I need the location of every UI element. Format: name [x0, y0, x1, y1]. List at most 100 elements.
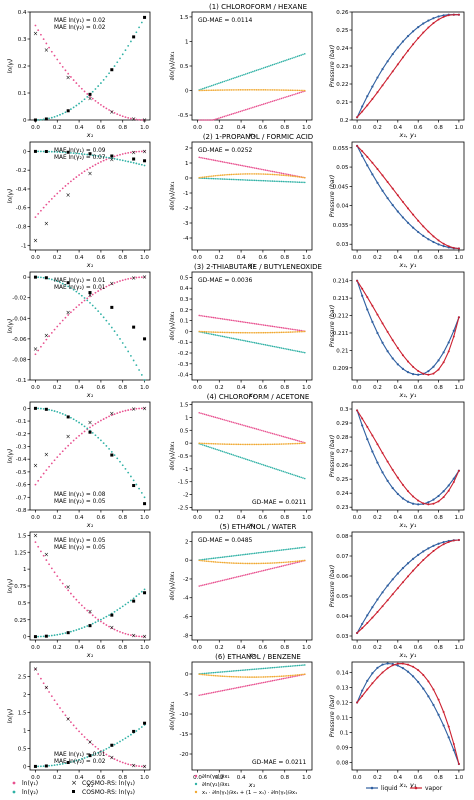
ln-gamma2-point [124, 603, 127, 606]
ln-gamma2-point [42, 635, 45, 638]
dln-gamma1-point [284, 96, 286, 99]
dln-gamma1-point [293, 438, 295, 441]
dln-gamma2-point [295, 547, 297, 550]
ln-gamma1-point [37, 545, 40, 548]
dln-gamma2-point [278, 549, 281, 552]
vapor-point [366, 155, 369, 158]
dln-gamma2-point [271, 64, 274, 66]
dln-gamma2-point [205, 558, 208, 560]
liquid-point [381, 663, 384, 666]
vapor-point [371, 616, 374, 619]
gibbs-duhem-point [302, 442, 304, 445]
liquid-point [437, 542, 440, 545]
ln-gamma1-point [138, 765, 140, 768]
ln-gamma2-point [37, 119, 40, 121]
dln-gamma2-point [232, 77, 235, 80]
dln-gamma1-point [239, 164, 242, 167]
gibbs-duhem-point [248, 173, 251, 175]
dln-gamma2-point [205, 672, 208, 675]
x-tick-label: 0.6 [97, 385, 106, 391]
dln-gamma1-point [278, 172, 281, 174]
x-tick-label: 0.4 [237, 645, 246, 651]
dln-gamma2-point [237, 75, 240, 78]
liquid-point [386, 584, 389, 587]
x-tick-label: 1.0 [455, 125, 464, 131]
dln-gamma2-point [205, 86, 208, 89]
dln-gamma1-point [252, 572, 254, 574]
y-tick-label: -0.5 [16, 470, 27, 476]
dln-gamma1-point [287, 676, 290, 679]
dln-gamma2-point [232, 454, 235, 456]
dln-gamma1-point [291, 94, 294, 96]
dln-gamma2-point [228, 336, 231, 339]
gibbs-duhem-point [235, 173, 238, 175]
liquid-point [381, 68, 384, 71]
x-tick-label: 0.6 [97, 515, 106, 521]
dln-gamma1-point [255, 428, 258, 430]
ln-gamma1-point [42, 682, 45, 685]
y-tick-label: 0.03 [336, 242, 349, 248]
dln-gamma1-point [214, 416, 217, 419]
dln-gamma2-point [230, 453, 233, 456]
x-tick-label: 0.6 [259, 125, 268, 131]
dln-gamma2-point [293, 474, 295, 476]
gibbs-duhem-point [295, 674, 297, 676]
dln-gamma2-point [212, 447, 215, 450]
liquid-point [447, 341, 450, 344]
dln-gamma1-point [216, 690, 218, 693]
x-tick-label: 0.4 [393, 125, 402, 131]
ln-gamma2-point [64, 151, 67, 154]
gibbs-duhem-point [205, 674, 208, 676]
dln-gamma2-point [269, 180, 272, 182]
dln-gamma2-point [250, 460, 252, 462]
ln-gamma2-point [59, 411, 61, 414]
liquid-point [417, 230, 420, 234]
legend-marker-cosmo1: × [71, 779, 77, 787]
ln-gamma2-point [70, 151, 72, 154]
x-tick-label: 1.0 [140, 645, 149, 651]
dln-gamma1-point [282, 97, 285, 99]
ln-gamma1-point [135, 764, 138, 767]
gibbs-duhem-point [227, 89, 229, 91]
dln-gamma1-point [266, 324, 269, 327]
gibbs-duhem-point [214, 174, 217, 177]
ln-gamma1-point [121, 410, 124, 413]
liquid-point [361, 424, 364, 427]
gibbs-duhem-point [253, 562, 256, 565]
dln-gamma2-point [282, 180, 285, 183]
vapor-point [401, 354, 404, 357]
y-tick-label: -6 [183, 615, 189, 621]
dln-gamma1-point [210, 691, 213, 694]
ln-gamma2-point [83, 626, 86, 628]
dln-gamma1-point [230, 688, 233, 690]
dln-gamma2-point [216, 334, 218, 337]
dln-gamma2-point [255, 668, 258, 670]
ln-gamma2-point [94, 154, 97, 157]
derivative-panel: 0.0 0.2 0.4 0.6 0.8 1.0-20-15-10-50x₁∂ln(γᵢ)/… [169, 661, 313, 789]
gibbs-duhem-point [210, 175, 213, 177]
liquid-point [401, 667, 405, 670]
dln-gamma1-point [230, 113, 233, 116]
liquid-point [406, 371, 410, 374]
ln-gamma1-point [86, 609, 89, 612]
y-tick-label: 0.25 [336, 28, 349, 34]
ln-gamma1-point [113, 282, 116, 284]
dln-gamma1-point [228, 577, 231, 580]
dln-gamma1-point [300, 440, 302, 443]
liquid-curve [356, 145, 459, 250]
vapor-point [457, 13, 460, 16]
dln-gamma2-point [295, 664, 297, 667]
gibbs-duhem-point [266, 331, 269, 334]
ln-gamma2-point [132, 161, 135, 164]
dln-gamma2-point [275, 180, 277, 183]
vapor-point [437, 546, 440, 549]
legend-marker-cosmo2 [72, 790, 75, 793]
cosmo-gamma2-marker [66, 631, 70, 635]
dln-gamma1-point [280, 435, 283, 437]
gibbs-duhem-point [203, 330, 206, 333]
y-axis-label: ∂ln(γᵢ)/∂x₁ [169, 441, 176, 471]
liquid-point [386, 662, 389, 665]
dln-gamma2-point [237, 455, 240, 458]
pxy-panel-frame [351, 141, 465, 251]
ln-gamma2-point [80, 758, 83, 760]
